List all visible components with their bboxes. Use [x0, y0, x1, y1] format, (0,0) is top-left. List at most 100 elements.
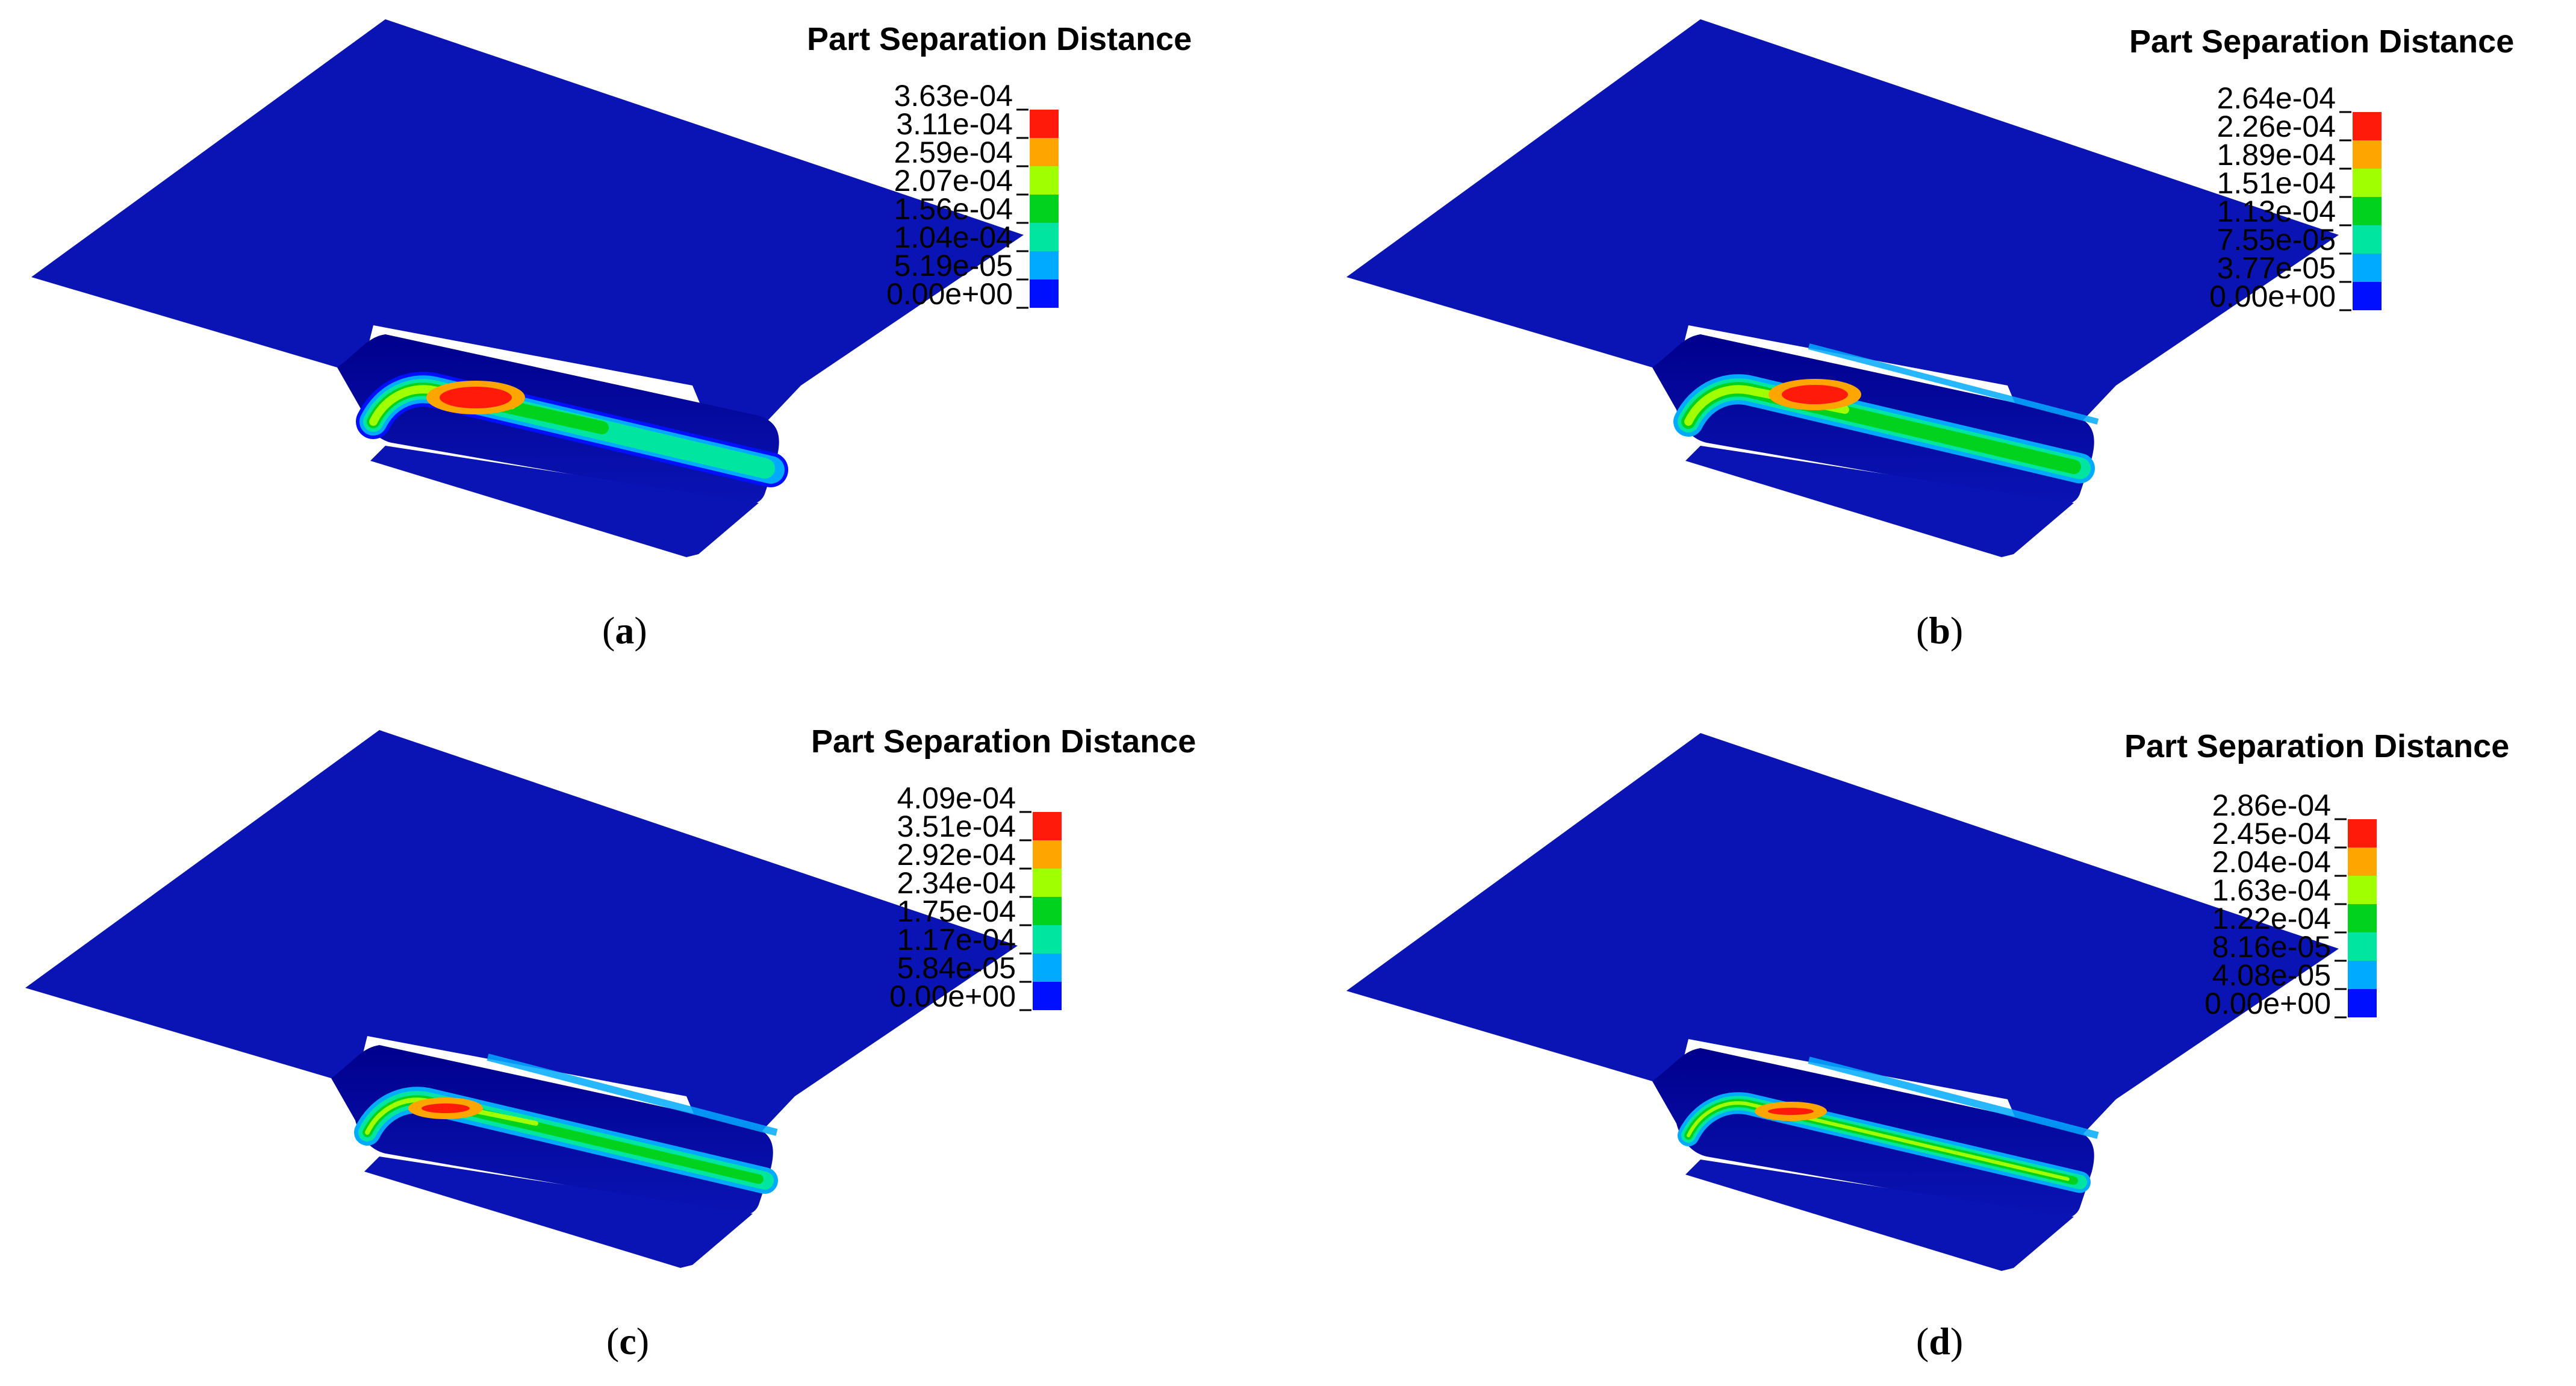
legend-tick-label: 5.19e-05: [894, 249, 1013, 283]
legend-tick-label: 1.89e-04: [2217, 138, 2336, 172]
legend-band: [2353, 225, 2382, 254]
legend-tick-label: 4.09e-04: [897, 781, 1016, 815]
legend-tick-label: 3.77e-05: [2217, 251, 2336, 285]
legend-band: [2348, 989, 2377, 1017]
contour-band: [1687, 1101, 2070, 1181]
legend-tick-label: 2.92e-04: [897, 838, 1016, 872]
hot-spot: [1768, 1108, 1814, 1115]
legend-tick-label: 5.84e-05: [897, 951, 1016, 985]
legend-title: Part Separation Distance: [811, 723, 1196, 760]
contour-plot-a: 3.63e-043.11e-042.59e-042.07e-041.56e-04…: [31, 19, 1059, 557]
secondary-streak: [1808, 1057, 2099, 1139]
legend-tick-label: 1.04e-04: [894, 220, 1013, 254]
panel-b: 2.64e-04 2.26e-04 1.89e-04 1.51e-04 1.13e-04…: [1288, 0, 2576, 693]
plate-surface: [31, 19, 1024, 557]
legend-tick-label: 0.00e+00: [2209, 279, 2336, 313]
legend-tick-label: 2.26e-04: [2217, 110, 2336, 143]
top-flange: [31, 19, 1024, 458]
legend-tick-label: 1.22e-04: [2212, 902, 2331, 935]
legend-tick-label: 1.56e-04: [894, 192, 1013, 226]
caption-paren: ): [634, 609, 647, 652]
caption-paren: (: [606, 1320, 620, 1363]
legend-tick-label: 0.00e+00: [886, 277, 1013, 311]
legend-tick-label: 3.11e-04: [896, 107, 1013, 141]
caption-letter: b: [1929, 609, 1950, 652]
legend-band: [1033, 897, 1062, 925]
legend-tick-label: 3.63e-04: [894, 79, 1013, 113]
bottom-flange: [364, 1157, 753, 1268]
legend-tick-label: 2.59e-04: [894, 136, 1013, 169]
panel-caption: (b): [1916, 608, 1963, 653]
panel-caption: (a): [602, 608, 647, 653]
caption-paren: (: [602, 609, 615, 652]
caption-letter: c: [619, 1320, 636, 1363]
caption-paren: ): [1950, 609, 1964, 652]
top-flange: [1346, 733, 2339, 1172]
legend-band: [2348, 876, 2377, 904]
legend-tick-label: 2.86e-04: [2212, 788, 2331, 822]
legend-tick-label: 7.55e-05: [2217, 223, 2336, 257]
legend-band: [1030, 110, 1059, 138]
top-flange: [25, 730, 1018, 1169]
legend-band: [2353, 282, 2382, 310]
bottom-flange: [370, 446, 759, 557]
legend-tick-label: 4.08e-05: [2212, 958, 2331, 992]
contour-plot-b: 2.64e-042.26e-041.89e-041.51e-041.13e-04…: [1346, 19, 2382, 557]
caption-paren: (: [1916, 1320, 1929, 1363]
contour-band: [1684, 385, 1849, 426]
legend-band: [2348, 848, 2377, 876]
legend-tick-label: 2.07e-04: [894, 164, 1013, 198]
legend-tick-label: 1.75e-04: [897, 894, 1016, 928]
legend-tick-label: 1.17e-04: [897, 923, 1016, 957]
legend-band: [1030, 138, 1059, 166]
panel-d: 2.86e-04 2.45e-04 2.04e-04 1.63e-04 1.22e-04…: [1288, 693, 2576, 1385]
caption-letter: d: [1929, 1320, 1950, 1363]
legend-tick-label: 1.63e-04: [2212, 873, 2331, 907]
legend-band: [2353, 197, 2382, 225]
legend-band: [1033, 840, 1062, 869]
legend-tick-label: 2.04e-04: [2212, 845, 2331, 879]
top-flange: [1346, 19, 2339, 458]
legend-band: [1033, 925, 1062, 954]
legend-band: [2348, 932, 2377, 961]
legend-band: [2353, 140, 2382, 169]
plate-surface: [1346, 19, 2339, 557]
legend-tick-label: 1.13e-04: [2217, 195, 2336, 228]
legend-tick-label: 2.34e-04: [897, 866, 1016, 900]
caption-paren: ): [1950, 1320, 1964, 1363]
hot-spot: [440, 387, 512, 408]
legend-band: [1033, 812, 1062, 840]
plate-surface: [1346, 733, 2339, 1271]
hot-spot: [422, 1103, 470, 1113]
secondary-streak: [1808, 343, 2099, 425]
bottom-flange: [1685, 446, 2074, 557]
panel-caption: (d): [1916, 1319, 1963, 1364]
contour-plot-d: 2.86e-042.45e-042.04e-041.63e-041.22e-04…: [1346, 733, 2377, 1271]
legend-tick-label: 3.51e-04: [897, 810, 1016, 843]
panel-caption: (c): [606, 1319, 649, 1364]
panel-c: 4.09e-04 3.51e-04 2.92e-04 2.34e-04 1.75e-04…: [0, 693, 1288, 1385]
legend-band: [2353, 254, 2382, 282]
legend-tick-label: 8.16e-05: [2212, 930, 2331, 964]
legend-band: [1033, 954, 1062, 982]
panel-a: 3.63e-04 3.11e-04 2.59e-04 2.07e-04 1.56e-04…: [0, 0, 1288, 693]
legend-band: [1033, 982, 1062, 1010]
legend-tick-label: 0.00e+00: [2204, 987, 2331, 1020]
legend-band: [1030, 195, 1059, 223]
contour-plot-c: 4.09e-043.51e-042.92e-042.34e-041.75e-04…: [25, 730, 1062, 1268]
legend-title: Part Separation Distance: [2124, 728, 2510, 764]
legend-band: [1030, 251, 1059, 279]
legend-band: [2348, 961, 2377, 989]
legend-title: Part Separation Distance: [2129, 23, 2515, 60]
bottom-flange: [1685, 1160, 2074, 1271]
legend-tick-label: 1.51e-04: [2217, 166, 2336, 200]
legend-band: [2348, 819, 2377, 848]
secondary-streak: [487, 1054, 778, 1136]
caption-paren: ): [636, 1320, 650, 1363]
caption-letter: a: [615, 609, 635, 652]
legend-band: [2353, 112, 2382, 140]
legend-band: [1030, 279, 1059, 308]
legend-band: [1033, 869, 1062, 897]
legend-tick-label: 2.45e-04: [2212, 817, 2331, 851]
